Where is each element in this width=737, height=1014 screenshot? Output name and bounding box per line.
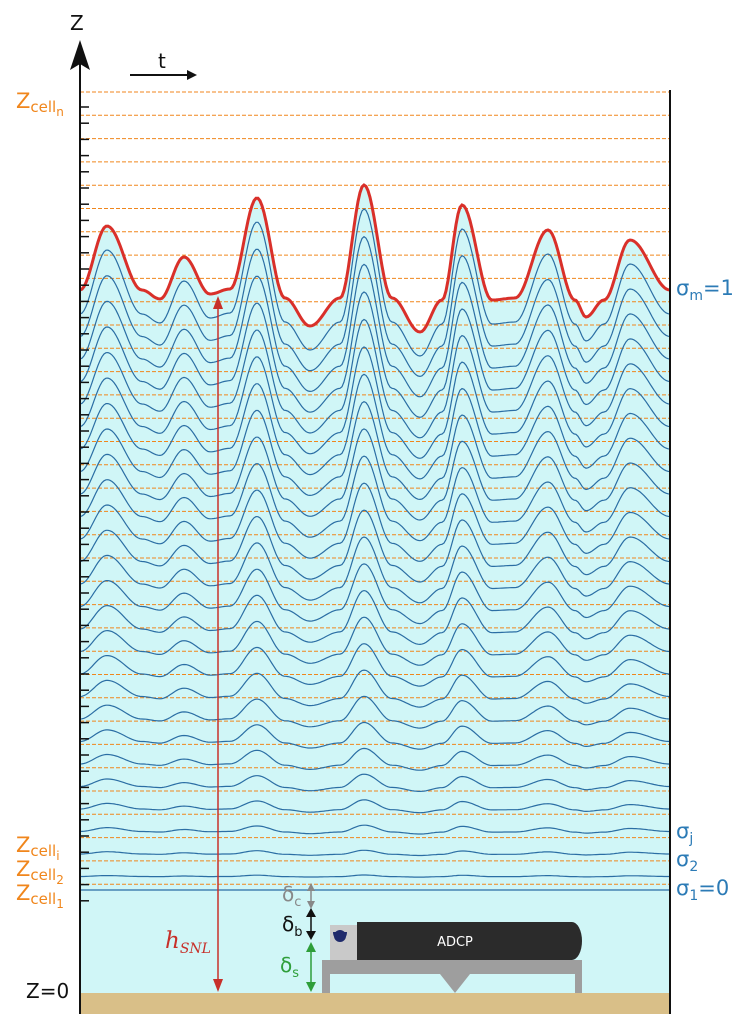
sigma-line: [80, 874, 670, 878]
adcp-transducer-face: [334, 930, 346, 942]
time-label: t: [158, 49, 166, 73]
cell-label-n: Zcelln: [16, 89, 64, 119]
z-axis-label: Z: [70, 11, 84, 35]
z-axis-ticks: [80, 106, 89, 902]
sigma-line: [79, 773, 670, 792]
adcp-body: [357, 922, 582, 960]
sigma-label-m: σm=1: [676, 276, 734, 304]
sigma-line: [79, 455, 671, 542]
sigma-line: [79, 373, 671, 480]
sigma-line: [79, 208, 671, 357]
sigma-line: [79, 824, 670, 835]
seabed: [80, 993, 670, 1014]
depth-label: hSNL: [165, 928, 211, 957]
sigma-line: [79, 401, 671, 501]
free-surface-line: [79, 183, 671, 334]
sigma-label-j: σj: [676, 819, 693, 847]
cell-label-1: Zcell1: [16, 881, 64, 911]
delta-c-arrow: [307, 883, 315, 909]
delta-s-label: δs: [280, 953, 299, 981]
cell-label-2: Zcell2: [16, 857, 64, 887]
adcp-instrument: ADCP: [322, 922, 582, 993]
sigma-line: [79, 616, 671, 666]
sigma-line: [79, 721, 671, 750]
sigma-line: [79, 536, 671, 604]
delta-c-label: δc: [282, 882, 301, 910]
sigma-line: [79, 643, 671, 687]
cell-lines: [80, 91, 670, 885]
sigma-line: [79, 318, 671, 439]
sigma-line: [79, 799, 670, 814]
delta-b-arrow: [306, 908, 316, 940]
sigma-line: [80, 849, 670, 857]
sigma-line: [79, 669, 671, 708]
adcp-head: [330, 925, 357, 960]
sigma-label-1: σ1=0: [676, 876, 729, 904]
adcp-label: ADCP: [437, 935, 473, 950]
delta-s-arrow: [306, 942, 316, 992]
sigma-line: [79, 291, 671, 418]
sigma-lines: [79, 208, 671, 891]
z-axis-arrowhead: [70, 40, 90, 70]
sigma-line: [79, 747, 670, 771]
sigma-line: [79, 263, 671, 398]
cell-label-i: Zcelli: [16, 833, 60, 863]
sigma-line: [79, 482, 671, 562]
sigma-label-2: σ2: [676, 847, 698, 875]
depth-arrow-bottom-head: [213, 979, 223, 992]
sigma-line: [79, 509, 671, 583]
sigma-line: [79, 563, 671, 625]
origin-label: Z=0: [26, 979, 69, 1003]
depth-arrow-top-head: [213, 296, 223, 309]
sigma-line: [79, 428, 671, 521]
sigma-line: [79, 346, 671, 459]
delta-b-label: δb: [282, 912, 303, 940]
adcp-mount: [322, 960, 582, 993]
sigma-line: [79, 589, 671, 646]
sigma-line: [79, 695, 671, 729]
sigma-line: [79, 235, 671, 378]
water-column: [80, 185, 670, 993]
